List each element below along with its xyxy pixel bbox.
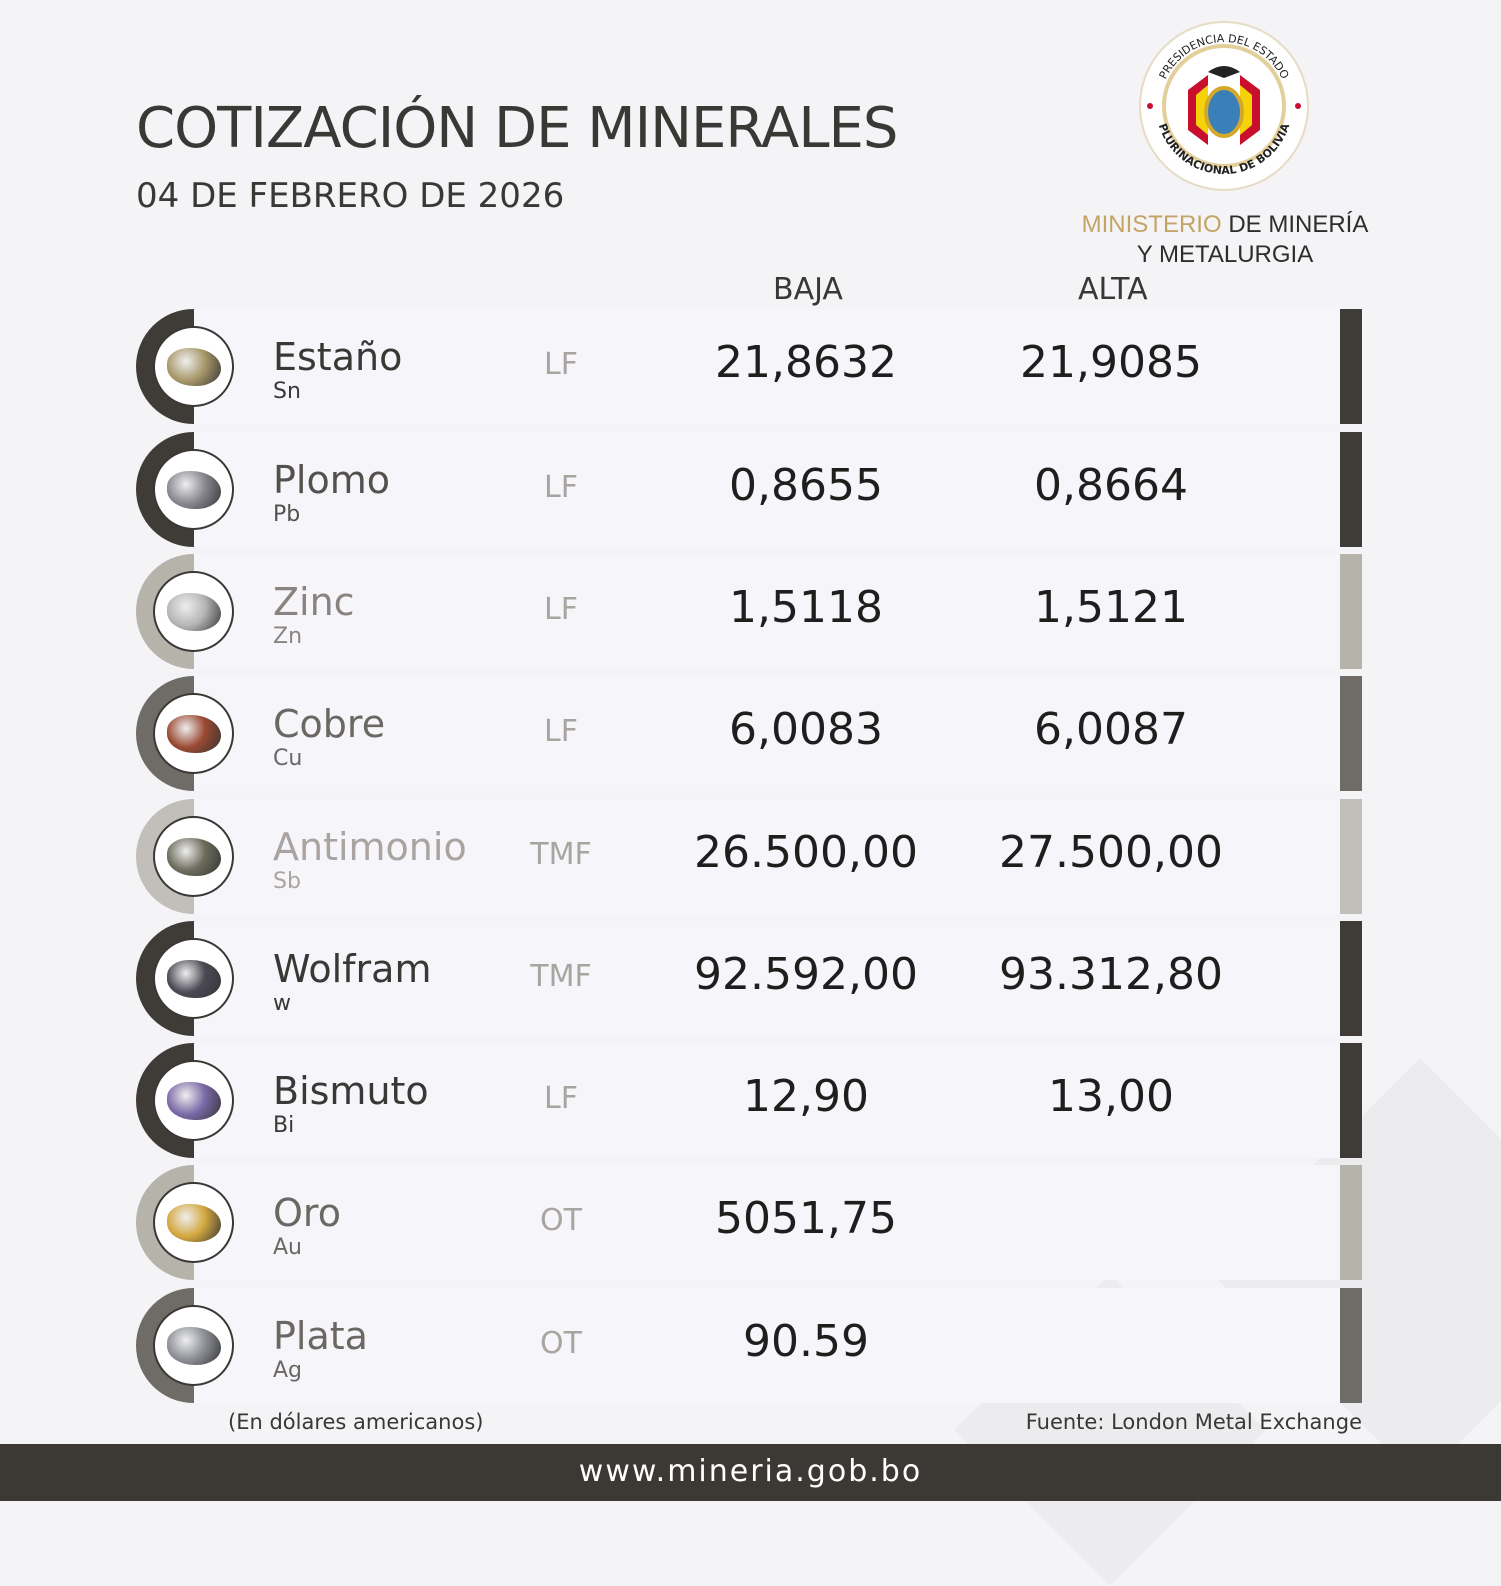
mineral-symbol: Zn	[273, 624, 303, 649]
row-accent-bar	[1340, 799, 1362, 914]
mineral-name: Plata	[273, 1314, 368, 1358]
mineral-row-1: Plomo Pb LF 0,8655 0,8664	[136, 432, 1362, 547]
mineral-symbol: Cu	[273, 746, 303, 771]
price-baja: 21,8632	[715, 337, 897, 388]
page-title: COTIZACIÓN DE MINERALES	[136, 96, 898, 161]
row-band	[194, 309, 1340, 424]
price-alta: 0,8664	[1034, 460, 1188, 511]
mineral-name: Estaño	[273, 335, 403, 379]
price-baja: 6,0083	[729, 704, 883, 755]
price-baja: 92.592,00	[694, 949, 918, 1000]
row-accent-bar	[1340, 1288, 1362, 1403]
currency-note: (En dólares americanos)	[228, 1410, 484, 1434]
price-baja: 12,90	[743, 1071, 869, 1122]
mineral-row-3: Cobre Cu LF 6,0083 6,0087	[136, 676, 1362, 791]
mineral-rock-icon	[167, 960, 221, 998]
price-alta: 6,0087	[1034, 704, 1188, 755]
mineral-symbol: Pb	[273, 502, 301, 527]
price-alta: 21,9085	[1020, 337, 1202, 388]
mineral-symbol: Sb	[273, 869, 301, 894]
mineral-image	[153, 326, 234, 407]
price-alta: 1,5121	[1034, 582, 1188, 633]
source-note: Fuente: London Metal Exchange	[1025, 1410, 1362, 1434]
row-band	[194, 554, 1340, 669]
page-date: 04 DE FEBRERO DE 2026	[136, 176, 565, 216]
row-accent-bar	[1340, 676, 1362, 791]
mineral-image	[153, 1305, 234, 1386]
mineral-name: Antimonio	[273, 825, 467, 869]
mineral-image	[153, 693, 234, 774]
price-baja: 5051,75	[715, 1193, 897, 1244]
mineral-symbol: Bi	[273, 1113, 295, 1138]
mineral-image	[153, 571, 234, 652]
mineral-row-6: Bismuto Bi LF 12,90 13,00	[136, 1043, 1362, 1158]
price-alta: 13,00	[1048, 1071, 1174, 1122]
mineral-image	[153, 449, 234, 530]
price-alta: 93.312,80	[999, 949, 1223, 1000]
row-band	[194, 921, 1340, 1036]
mineral-unit: LF	[544, 592, 578, 627]
mineral-symbol: Ag	[273, 1358, 303, 1383]
mineral-unit: LF	[544, 470, 578, 505]
mineral-unit: OT	[540, 1203, 582, 1238]
mineral-row-8: Plata Ag OT 90.59	[136, 1288, 1362, 1403]
mineral-name: Bismuto	[273, 1069, 429, 1113]
bolivia-seal-logo: PRESIDENCIA DEL ESTADO PLURINACIONAL DE …	[1139, 21, 1309, 191]
mineral-image	[153, 1182, 234, 1263]
row-band	[194, 676, 1340, 791]
mineral-rock-icon	[167, 348, 221, 386]
mineral-name: Oro	[273, 1191, 341, 1235]
row-accent-bar	[1340, 1165, 1362, 1280]
mineral-row-4: Antimonio Sb TMF 26.500,00 27.500,00	[136, 799, 1362, 914]
mineral-unit: OT	[540, 1326, 582, 1361]
price-alta: 27.500,00	[999, 827, 1223, 878]
mineral-rock-icon	[167, 1082, 221, 1120]
mineral-name: Zinc	[273, 580, 355, 624]
mineral-rock-icon	[167, 1327, 221, 1365]
mineral-rock-icon	[167, 593, 221, 631]
mineral-row-0: Estaño Sn LF 21,8632 21,9085	[136, 309, 1362, 424]
row-accent-bar	[1340, 921, 1362, 1036]
mineral-image	[153, 816, 234, 897]
mineral-unit: LF	[544, 1081, 578, 1116]
row-accent-bar	[1340, 554, 1362, 669]
mineral-image	[153, 1060, 234, 1141]
price-baja: 26.500,00	[694, 827, 918, 878]
footer-url[interactable]: www.mineria.gob.bo	[0, 1444, 1501, 1501]
row-band	[194, 1165, 1340, 1280]
row-band	[194, 1288, 1340, 1403]
row-band	[194, 799, 1340, 914]
mineral-rock-icon	[167, 715, 221, 753]
row-accent-bar	[1340, 432, 1362, 547]
mineral-rock-icon	[167, 471, 221, 509]
mineral-rock-icon	[167, 1204, 221, 1242]
row-band	[194, 432, 1340, 547]
mineral-row-7: Oro Au OT 5051,75	[136, 1165, 1362, 1280]
mineral-symbol: w	[273, 991, 291, 1016]
price-baja: 0,8655	[729, 460, 883, 511]
mineral-symbol: Sn	[273, 379, 301, 404]
row-accent-bar	[1340, 1043, 1362, 1158]
mineral-unit: TMF	[530, 837, 592, 872]
row-band	[194, 1043, 1340, 1158]
mineral-symbol: Au	[273, 1235, 302, 1260]
price-baja: 1,5118	[729, 582, 883, 633]
ministry-name: MINISTERIO DE MINERÍA Y METALURGIA	[1081, 211, 1369, 268]
column-header-alta: ALTA	[1078, 272, 1148, 307]
mineral-rock-icon	[167, 838, 221, 876]
mineral-image	[153, 938, 234, 1019]
mineral-name: Wolfram	[273, 947, 432, 991]
mineral-unit: LF	[544, 347, 578, 382]
mineral-unit: LF	[544, 714, 578, 749]
column-header-baja: BAJA	[773, 272, 843, 307]
mineral-name: Cobre	[273, 702, 386, 746]
price-baja: 90.59	[743, 1316, 869, 1367]
mineral-row-5: Wolfram w TMF 92.592,00 93.312,80	[136, 921, 1362, 1036]
mineral-unit: TMF	[530, 959, 592, 994]
mineral-row-2: Zinc Zn LF 1,5118 1,5121	[136, 554, 1362, 669]
mineral-name: Plomo	[273, 458, 390, 502]
row-accent-bar	[1340, 309, 1362, 424]
